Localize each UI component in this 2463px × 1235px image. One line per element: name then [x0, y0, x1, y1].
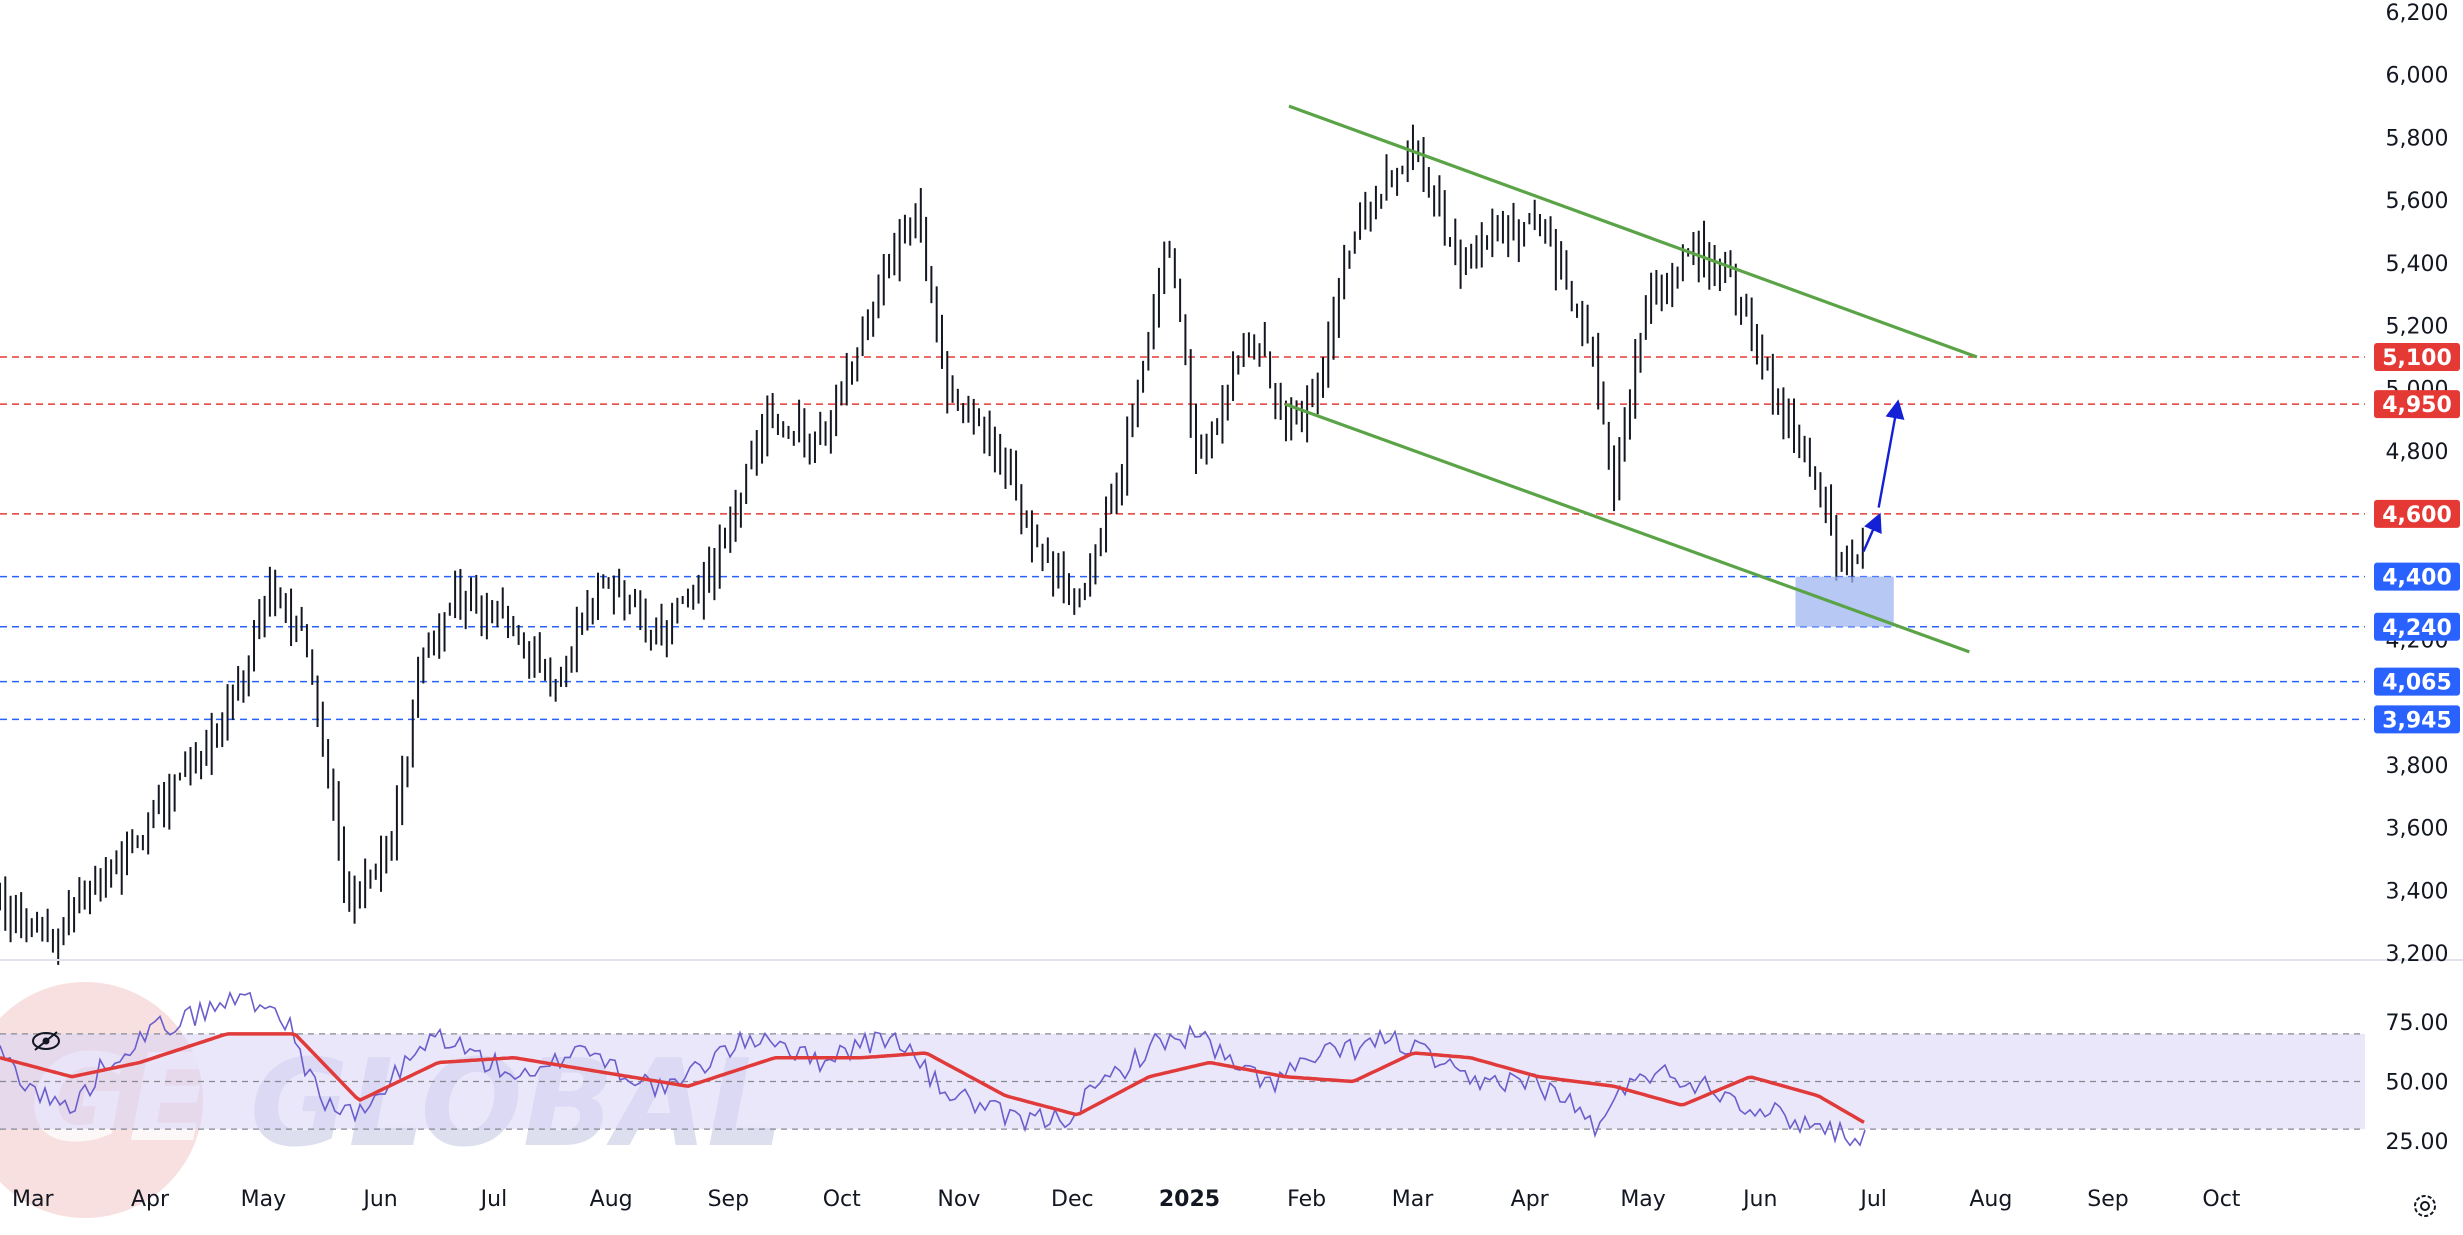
- time-tick-label: Jun: [361, 1187, 397, 1212]
- chart-ui: [32, 1031, 2436, 1217]
- lower-trendline: [1284, 402, 1970, 654]
- price-tick-label: 6,200: [2386, 1, 2449, 26]
- time-tick-label: Nov: [937, 1187, 980, 1212]
- time-tick-label: Apr: [1511, 1187, 1550, 1212]
- gear-outline: [2414, 1195, 2436, 1217]
- price-badge: 3,945: [2374, 705, 2460, 734]
- price-tick-label: 3,400: [2386, 879, 2449, 904]
- price-badge-label: 4,600: [2382, 503, 2452, 528]
- time-tick-label: Feb: [1287, 1187, 1326, 1212]
- price-badge: 4,600: [2374, 499, 2460, 528]
- price-tick-label: 5,400: [2386, 252, 2449, 277]
- projection-arrow: [1877, 399, 1905, 508]
- price-tick-label: 3,200: [2386, 942, 2449, 967]
- price-badge-bg: [2374, 343, 2460, 372]
- time-tick-label: Sep: [2087, 1187, 2128, 1212]
- price-badge: 4,240: [2374, 612, 2460, 641]
- time-tick-label: Oct: [2202, 1187, 2240, 1212]
- price-tick-label: 5,800: [2386, 126, 2449, 151]
- price-tick-label: 6,000: [2386, 64, 2449, 89]
- price-badge-label: 5,100: [2382, 346, 2452, 371]
- price-tick-label: 4,800: [2386, 440, 2449, 465]
- time-tick-label: Sep: [708, 1187, 749, 1212]
- projection-arrow: [1862, 512, 1882, 552]
- time-tick-label: Aug: [1969, 1187, 2012, 1212]
- price-badge-bg: [2374, 390, 2460, 419]
- price-badge-bg: [2374, 562, 2460, 591]
- price-tick-label: 3,800: [2386, 754, 2449, 779]
- oscillator-pane: [0, 990, 2365, 1147]
- oscillator-tick-label: 50.00: [2386, 1071, 2449, 1096]
- time-tick-label: Mar: [12, 1187, 54, 1212]
- time-tick-label: Jun: [1741, 1187, 1777, 1212]
- time-tick-label: Mar: [1392, 1187, 1434, 1212]
- upper-trendline: [1288, 104, 1978, 359]
- price-badge-label: 4,240: [2382, 616, 2452, 641]
- time-tick-label: Aug: [590, 1187, 633, 1212]
- time-tick-label: May: [1620, 1187, 1665, 1212]
- price-tick-label: 3,600: [2386, 817, 2449, 842]
- oscillator-tick-label: 75.00: [2386, 1011, 2449, 1036]
- oscillator-slow-line: [0, 1032, 1865, 1124]
- price-badge-label: 4,400: [2382, 566, 2452, 591]
- price-series: [0, 124, 1864, 965]
- eye-slash: [34, 1031, 58, 1051]
- time-tick-label: Jul: [479, 1187, 508, 1212]
- time-tick-label: May: [241, 1187, 286, 1212]
- oscillator-tick-label: 25.00: [2386, 1130, 2449, 1155]
- price-badge-label: 4,950: [2382, 393, 2452, 418]
- price-tick-label: 5,600: [2386, 189, 2449, 214]
- drawings: [1284, 104, 1978, 654]
- price-badge: 5,100: [2374, 343, 2460, 372]
- price-badges: 5,100 4,950 4,600 4,400 4,240 4,065 3,945: [2374, 343, 2460, 734]
- time-tick-label: Oct: [823, 1187, 861, 1212]
- price-badge: 4,950: [2374, 390, 2460, 419]
- price-badge-bg: [2374, 705, 2460, 734]
- eye-outline: [32, 1032, 60, 1050]
- gear-center: [2420, 1201, 2430, 1211]
- time-tick-label: 2025: [1159, 1187, 1220, 1212]
- price-badge-label: 3,945: [2382, 708, 2452, 733]
- oscillator-fast-line: [0, 990, 1866, 1147]
- price-badge-bg: [2374, 612, 2460, 641]
- price-badge-label: 4,065: [2382, 671, 2452, 696]
- level-lines: [0, 356, 2365, 721]
- gear-icon[interactable]: [2414, 1195, 2436, 1217]
- price-badge: 4,065: [2374, 667, 2460, 696]
- price-badge: 4,400: [2374, 562, 2460, 591]
- time-tick-label: Jul: [1858, 1187, 1887, 1212]
- price-badge-bg: [2374, 499, 2460, 528]
- eye-slash-icon[interactable]: [32, 1031, 60, 1051]
- time-tick-label: Dec: [1051, 1187, 1094, 1212]
- time-tick-label: Apr: [131, 1187, 170, 1212]
- price-badge-bg: [2374, 667, 2460, 696]
- price-tick-label: 5,200: [2386, 315, 2449, 340]
